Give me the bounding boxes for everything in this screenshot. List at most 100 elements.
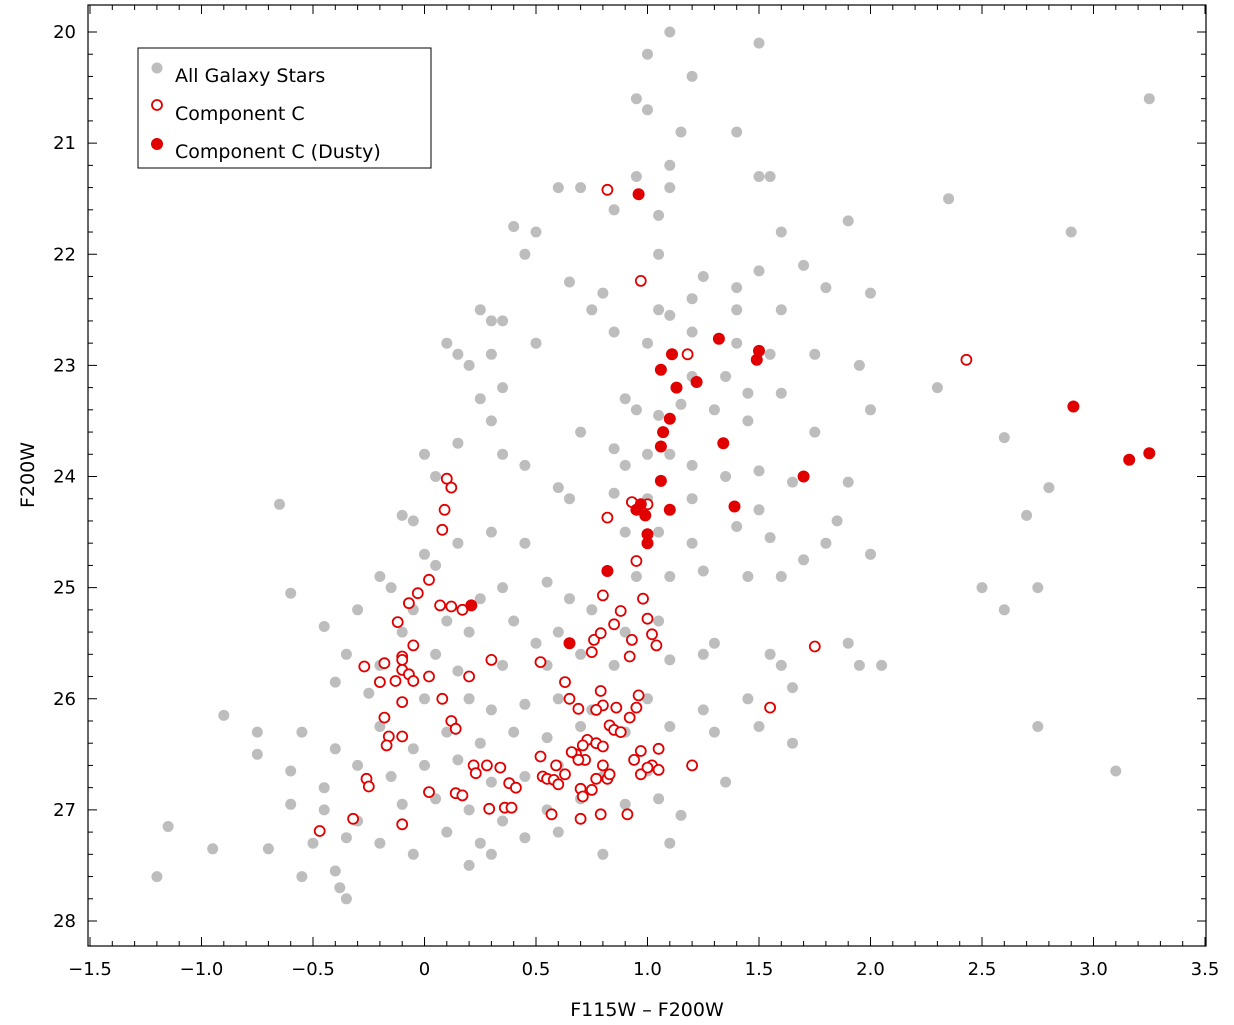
data-point: [552, 482, 564, 494]
data-point: [634, 745, 647, 757]
x-tick-label: 2.0: [856, 959, 885, 980]
data-point: [603, 768, 616, 781]
data-point: [497, 448, 509, 460]
data-point: [664, 26, 676, 38]
data-point: [637, 592, 649, 605]
data-point: [731, 521, 743, 532]
data-point: [686, 293, 698, 305]
data-point: [664, 159, 676, 171]
data-point: [396, 798, 408, 810]
series-0: [151, 26, 1155, 905]
data-point: [207, 843, 219, 855]
data-point: [352, 759, 364, 771]
data-point: [666, 348, 678, 361]
ticks-layer: −1.5 −1.0 −0.5 0 0.5 1.0 1.5 2.0 2.5 3.0 3.5 20 21 22…: [53, 5, 1219, 980]
data-point: [960, 353, 973, 366]
data-point: [831, 515, 843, 527]
data-point: [402, 597, 415, 610]
data-point: [497, 815, 509, 827]
data-point: [998, 432, 1010, 444]
data-point: [588, 634, 600, 646]
data-point: [430, 559, 442, 571]
data-point: [686, 326, 698, 338]
data-point: [423, 573, 435, 586]
data-point: [608, 326, 620, 338]
data-point: [664, 721, 676, 732]
data-point: [619, 459, 631, 471]
data-point: [697, 271, 709, 282]
data-point: [708, 404, 720, 416]
data-point: [764, 701, 776, 714]
data-point: [374, 837, 386, 849]
data-point: [575, 721, 587, 732]
data-point: [630, 404, 642, 416]
data-point: [296, 726, 308, 738]
data-point: [463, 626, 475, 638]
data-point: [1143, 447, 1156, 460]
data-point: [820, 282, 832, 294]
legend: All Galaxy Stars Component C Component C…: [137, 47, 432, 169]
data-point: [313, 825, 326, 837]
data-point: [564, 593, 575, 605]
x-tick-label: −1.5: [68, 959, 112, 980]
data-point: [396, 696, 409, 708]
data-point: [601, 183, 614, 196]
data-point: [1067, 400, 1080, 413]
data-point: [590, 772, 603, 785]
data-point: [653, 248, 665, 260]
data-point: [641, 612, 654, 625]
data-point: [697, 565, 709, 577]
data-point: [1021, 509, 1033, 521]
data-point: [594, 808, 607, 821]
data-point: [597, 287, 609, 299]
data-point: [441, 337, 453, 349]
data-point: [378, 711, 391, 724]
y-tick-label: 27: [53, 800, 76, 821]
data-point: [865, 287, 876, 299]
data-point: [623, 711, 636, 724]
data-point: [485, 848, 497, 860]
y-tick-label: 22: [53, 244, 76, 265]
data-point: [480, 759, 493, 772]
data-point: [485, 654, 498, 666]
data-point: [708, 726, 720, 738]
data-point: [664, 309, 676, 321]
data-point: [407, 675, 420, 687]
data-point: [419, 759, 430, 771]
data-point: [474, 593, 486, 605]
data-point: [654, 440, 667, 453]
data-point: [162, 821, 174, 832]
data-point: [534, 656, 547, 668]
data-point: [552, 182, 564, 194]
y-tick-label: 25: [53, 578, 76, 599]
data-point: [430, 648, 442, 660]
data-point: [731, 337, 743, 349]
data-point: [218, 709, 230, 721]
data-point: [808, 640, 821, 653]
data-point: [614, 726, 627, 738]
data-point: [731, 304, 743, 316]
data-point: [853, 359, 865, 371]
data-point: [775, 659, 787, 671]
data-point: [708, 637, 720, 649]
x-tick-label: −1.0: [180, 959, 224, 980]
data-point: [329, 865, 341, 877]
data-point: [575, 648, 587, 660]
data-point: [610, 701, 623, 714]
data-point: [764, 348, 776, 360]
data-point: [653, 615, 665, 627]
data-point: [497, 382, 509, 394]
data-point: [430, 471, 442, 482]
data-point: [1043, 482, 1055, 494]
data-point: [318, 804, 330, 816]
data-point: [385, 771, 397, 782]
data-point: [534, 750, 547, 763]
data-point: [564, 493, 575, 505]
data-point: [576, 790, 589, 803]
data-point: [485, 526, 497, 538]
data-point: [497, 315, 509, 327]
data-point: [787, 476, 798, 488]
data-point: [976, 582, 988, 594]
data-point: [469, 767, 482, 780]
legend-label-all-galaxy-stars: All Galaxy Stars: [175, 65, 325, 87]
